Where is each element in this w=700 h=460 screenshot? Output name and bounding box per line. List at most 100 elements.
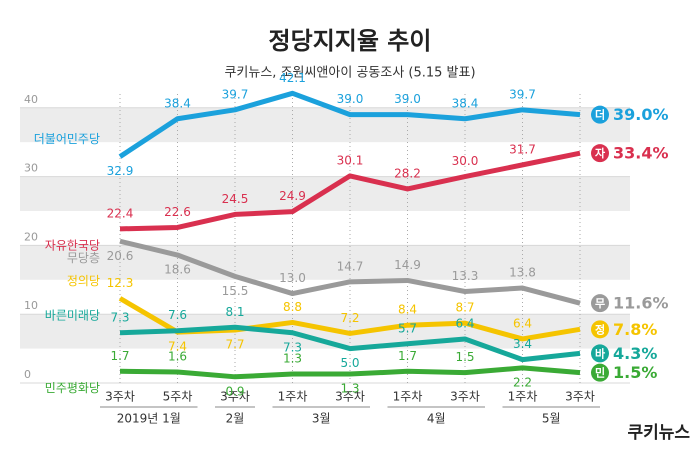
- value-label: 8.8: [283, 300, 302, 314]
- value-label: 3.4: [513, 337, 532, 351]
- end-badge-text: 민: [595, 366, 605, 380]
- end-badge: [591, 344, 609, 363]
- value-label: 7.3: [283, 340, 302, 354]
- x-group-label: 4월: [427, 412, 446, 426]
- series-line: [119, 324, 581, 363]
- source-logo: 쿠키뉴스: [627, 423, 690, 443]
- end-badge-text: 정: [595, 322, 605, 336]
- value-label: 24.9: [279, 189, 306, 203]
- x-tick-label: 3주차: [105, 390, 135, 404]
- value-label: 13.8: [509, 266, 536, 280]
- chart-subtitle: 쿠키뉴스, 조원씨앤아이 공동조사 (5.15 발표): [224, 66, 475, 81]
- value-label: 12.3: [107, 276, 134, 290]
- end-badge-text: 무: [595, 297, 605, 310]
- end-badge: [591, 320, 609, 339]
- x-tick-label: 1주차: [393, 390, 423, 404]
- value-label: 31.7: [509, 142, 536, 156]
- series-name: 정의당: [67, 274, 100, 288]
- value-label: 13.3: [452, 269, 479, 283]
- value-label: 32.9: [107, 164, 134, 178]
- series-line: [119, 150, 581, 232]
- value-label: 5.0: [340, 356, 359, 370]
- value-label: 7.2: [340, 311, 359, 325]
- value-label: 14.7: [337, 259, 364, 273]
- end-badge-text: 바: [595, 346, 606, 360]
- x-tick-label: 3주차: [450, 390, 480, 404]
- series-name: 자유한국당: [45, 238, 100, 252]
- end-badge: [591, 363, 609, 382]
- value-label: 7.4: [168, 340, 187, 354]
- end-value-label: 33.4%: [613, 144, 669, 163]
- x-tick-label: 3주차: [220, 390, 250, 404]
- value-label: 39.0: [394, 92, 421, 106]
- value-label: 7.3: [110, 310, 129, 324]
- value-label: 38.4: [452, 96, 479, 110]
- value-label: 8.1: [225, 305, 244, 319]
- end-value-label: 11.6%: [613, 294, 669, 313]
- band: [20, 245, 630, 280]
- value-label: 1.5: [455, 350, 474, 364]
- value-label: 7.7: [225, 338, 244, 352]
- end-value-label: 7.8%: [613, 320, 657, 339]
- value-label: 39.7: [509, 87, 536, 101]
- series-line: [119, 365, 581, 380]
- series-name: 민주평화당: [45, 381, 100, 395]
- value-label: 1.7: [398, 349, 417, 363]
- end-value-label: 39.0%: [613, 105, 669, 124]
- value-label: 1.7: [110, 349, 129, 363]
- series-line: [118, 90, 581, 159]
- end-badge-text: 자: [595, 146, 606, 160]
- x-group-label: 2월: [226, 412, 245, 426]
- value-label: 14.9: [394, 258, 421, 272]
- y-tick-label: 0: [24, 368, 31, 381]
- value-label: 22.4: [107, 206, 134, 220]
- value-label: 8.4: [398, 303, 417, 317]
- value-label: 28.2: [394, 166, 421, 180]
- series-name: 바른미래당: [45, 308, 100, 322]
- x-tick-label: 1주차: [278, 390, 308, 404]
- x-group-label: 5월: [542, 412, 561, 426]
- value-label: 7.6: [168, 308, 187, 322]
- band: [20, 94, 630, 108]
- end-value-label: 4.3%: [613, 344, 657, 363]
- end-badge: [591, 105, 609, 124]
- y-tick-label: 10: [24, 299, 38, 312]
- series-name: 무당층: [67, 251, 100, 265]
- x-tick-label: 1주차: [508, 390, 538, 404]
- chart-title: 정당지지율 추이: [269, 27, 432, 55]
- x-group-label: 3월: [312, 412, 331, 426]
- value-label: 5.7: [398, 321, 417, 335]
- end-badge: [591, 294, 609, 313]
- value-label: 13.0: [279, 271, 306, 285]
- value-label: 20.6: [107, 249, 134, 263]
- y-tick-label: 20: [24, 230, 38, 243]
- band: [20, 107, 630, 143]
- value-label: 2.2: [513, 375, 532, 389]
- end-badge-text: 더: [595, 108, 605, 122]
- value-label: 18.6: [164, 263, 191, 277]
- value-label: 42.1: [279, 71, 306, 85]
- value-label: 39.7: [222, 87, 249, 101]
- value-label: 6.4: [455, 316, 474, 330]
- value-label: 15.5: [222, 284, 249, 298]
- x-tick-label: 3주차: [565, 390, 595, 404]
- series-line: [119, 238, 581, 306]
- series-name: 더불어민주당: [34, 132, 100, 146]
- value-label: 38.4: [164, 96, 191, 110]
- value-label: 6.4: [513, 316, 532, 330]
- end-value-label: 1.5%: [613, 363, 657, 382]
- value-label: 30.1: [337, 153, 364, 167]
- x-tick-label: 5주차: [163, 390, 193, 404]
- x-group-label: 2019년 1월: [117, 412, 181, 426]
- value-label: 24.5: [222, 192, 249, 206]
- value-label: 0.9: [225, 384, 244, 398]
- value-label: 8.7: [455, 301, 474, 315]
- value-label: 30.0: [452, 154, 479, 168]
- value-label: 1.3: [283, 352, 302, 366]
- y-tick-label: 30: [24, 162, 38, 175]
- y-tick-label: 40: [24, 93, 38, 106]
- value-label: 1.3: [340, 382, 359, 396]
- value-label: 22.6: [164, 205, 191, 219]
- value-label: 39.0: [337, 92, 364, 106]
